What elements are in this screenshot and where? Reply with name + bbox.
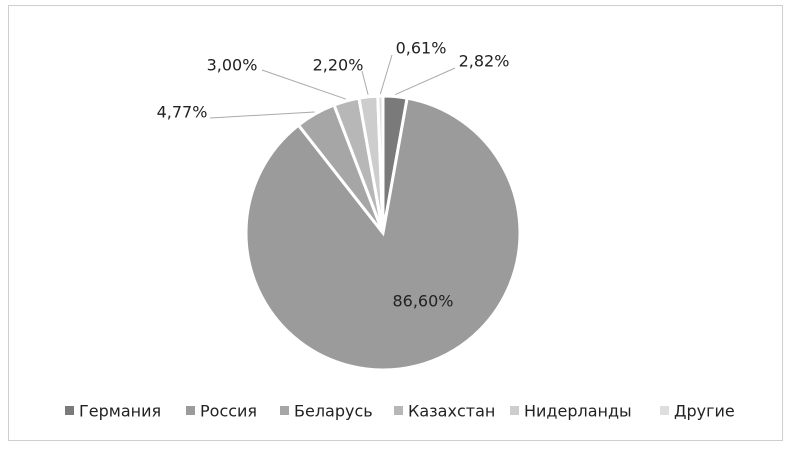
leader-line [361,70,369,95]
legend-swatch [186,406,195,415]
data-label: 2,82% [459,52,510,71]
legend-swatch [394,406,403,415]
legend-swatch [65,406,74,415]
legend-swatch [660,406,669,415]
legend-label: Казахстан [408,402,495,421]
legend-label: Беларусь [294,402,373,421]
data-label: 3,00% [207,56,258,75]
legend-label: Россия [200,402,257,421]
pie-slice [376,94,385,234]
leader-line [395,67,456,96]
legend-swatch [280,406,289,415]
legend-label: Нидерланды [524,402,632,421]
leader-line [261,69,346,100]
legend-label: Другие [674,402,735,421]
data-label: 2,20% [313,56,364,75]
pie-slice [244,96,522,372]
data-label: 0,61% [396,39,447,58]
legend-label: Германия [79,402,161,421]
legend-swatch [510,406,519,415]
data-label: 4,77% [157,103,208,122]
leader-line [209,111,315,119]
data-label: 86,60% [392,292,453,311]
leader-line [379,54,393,95]
